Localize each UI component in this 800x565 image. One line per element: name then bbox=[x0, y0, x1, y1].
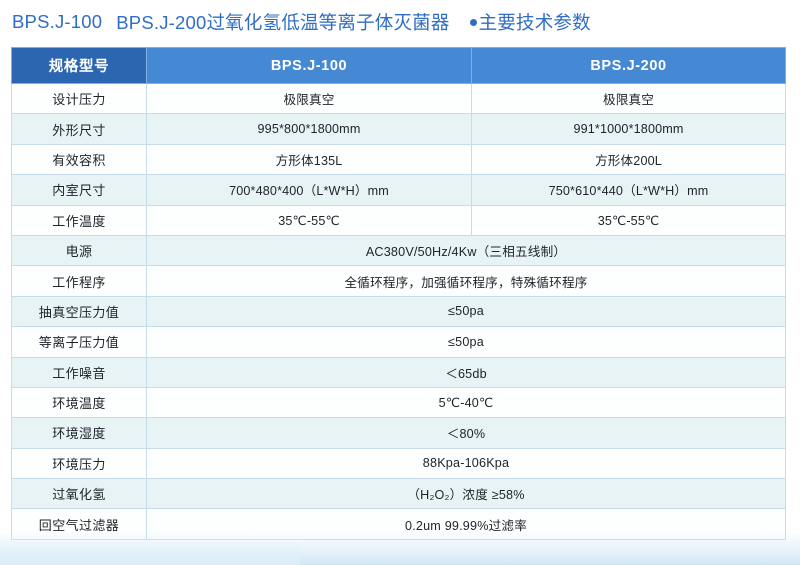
table-row: 回空气过滤器 0.2um 99.99%过滤率 bbox=[11, 508, 786, 540]
row-value-cell-model-a: 35℃-55℃ bbox=[146, 204, 472, 236]
row-value-cell-model-b: 750*610*440（L*W*H）mm bbox=[471, 174, 786, 206]
row-label-cell: 内室尺寸 bbox=[11, 174, 147, 206]
row-value-cell-model-b: 极限真空 bbox=[471, 82, 786, 115]
row-value-cell-model-a: 方形体135L bbox=[146, 143, 472, 176]
bottom-left-gradient-decoration bbox=[0, 539, 300, 565]
row-value-cell-model-b: 991*1000*1800mm bbox=[471, 113, 786, 145]
row-value-cell-model-a: 极限真空 bbox=[146, 82, 472, 115]
spec-table-head: 规格型号 BPS.J-100 BPS.J-200 bbox=[11, 47, 786, 84]
table-row: 电源 AC380V/50Hz/4Kw（三相五线制） bbox=[11, 234, 786, 267]
row-value-cell-merged: ＜65db bbox=[146, 356, 786, 388]
row-label-cell: 等离子压力值 bbox=[11, 326, 147, 358]
table-row: 环境湿度 ＜80% bbox=[11, 417, 786, 449]
row-label-cell: 环境湿度 bbox=[11, 417, 147, 449]
table-row: 过氧化氢 （H₂O₂）浓度 ≥58% bbox=[11, 478, 786, 510]
row-label-cell: 外形尺寸 bbox=[11, 113, 147, 145]
table-row: 外形尺寸 995*800*1800mm 991*1000*1800mm bbox=[11, 113, 786, 145]
row-value-cell-model-b: 35℃-55℃ bbox=[471, 204, 786, 236]
row-value-cell-merged: AC380V/50Hz/4Kw（三相五线制） bbox=[146, 234, 786, 267]
row-value-cell-merged: ＜80% bbox=[146, 417, 786, 449]
row-label-cell: 过氧化氢 bbox=[11, 478, 147, 510]
row-label-cell: 电源 bbox=[11, 234, 147, 267]
table-row: 工作程序 全循环程序，加强循环程序，特殊循环程序 bbox=[11, 265, 786, 297]
title-bullet-group: 主要技术参数 bbox=[469, 9, 591, 35]
table-row: 环境温度 5℃-40℃ bbox=[11, 386, 786, 419]
spec-table-container: 规格型号 BPS.J-100 BPS.J-200 设计压力 极限真空 极限真空 外形尺… bbox=[11, 47, 786, 540]
header-cell-model-b: BPS.J-200 bbox=[471, 47, 786, 84]
row-value-cell-model-a: 700*480*400（L*W*H）mm bbox=[146, 174, 472, 206]
row-label-cell: 环境压力 bbox=[11, 447, 147, 480]
table-row: 内室尺寸 700*480*400（L*W*H）mm 750*610*440（L*W*… bbox=[11, 174, 786, 206]
row-label-cell: 设计压力 bbox=[11, 82, 147, 115]
table-row: 有效容积 方形体135L 方形体200L bbox=[11, 143, 786, 176]
row-label-cell: 工作温度 bbox=[11, 204, 147, 236]
header-cell-spec-model: 规格型号 bbox=[11, 47, 147, 84]
title-model-a: BPS.J-100 bbox=[12, 11, 103, 32]
row-label-cell: 环境温度 bbox=[11, 386, 147, 419]
title-bullet-label: 主要技术参数 bbox=[478, 12, 591, 33]
spec-table: 规格型号 BPS.J-100 BPS.J-200 设计压力 极限真空 极限真空 外形尺… bbox=[11, 47, 786, 540]
row-label-cell: 工作程序 bbox=[11, 265, 147, 297]
table-row: 工作温度 35℃-55℃ 35℃-55℃ bbox=[11, 204, 786, 236]
row-label-cell: 抽真空压力值 bbox=[11, 295, 147, 328]
row-value-cell-merged: 全循环程序，加强循环程序，特殊循环程序 bbox=[146, 265, 786, 297]
table-header-row: 规格型号 BPS.J-100 BPS.J-200 bbox=[11, 47, 786, 84]
title-description: BPS.J-200过氧化氢低温等离子体灭菌器 bbox=[116, 12, 450, 33]
row-label-cell: 回空气过滤器 bbox=[11, 508, 147, 540]
row-label-cell: 有效容积 bbox=[11, 143, 147, 176]
row-value-cell-merged: （H₂O₂）浓度 ≥58% bbox=[146, 478, 786, 510]
table-row: 环境压力 88Kpa-106Kpa bbox=[11, 447, 786, 480]
bullet-dot-icon bbox=[469, 19, 477, 26]
row-value-cell-model-a: 995*800*1800mm bbox=[146, 113, 472, 145]
spec-table-body: 设计压力 极限真空 极限真空 外形尺寸 995*800*1800mm 991*1000*1… bbox=[11, 82, 786, 540]
row-value-cell-merged: ≤50pa bbox=[146, 326, 786, 358]
table-row: 设计压力 极限真空 极限真空 bbox=[11, 82, 786, 115]
row-value-cell-merged: 88Kpa-106Kpa bbox=[146, 447, 786, 480]
header-cell-model-a: BPS.J-100 bbox=[146, 47, 472, 84]
table-row: 工作噪音 ＜65db bbox=[11, 356, 786, 388]
row-label-cell: 工作噪音 bbox=[11, 356, 147, 388]
table-row: 抽真空压力值 ≤50pa bbox=[11, 295, 786, 328]
page-title: BPS.J-100 BPS.J-200过氧化氢低温等离子体灭菌器 主要技术参数 bbox=[12, 8, 788, 36]
table-row: 等离子压力值 ≤50pa bbox=[11, 326, 786, 358]
row-value-cell-model-b: 方形体200L bbox=[471, 143, 786, 176]
row-value-cell-merged: 0.2um 99.99%过滤率 bbox=[146, 508, 786, 540]
row-value-cell-merged: ≤50pa bbox=[146, 295, 786, 328]
row-value-cell-merged: 5℃-40℃ bbox=[146, 386, 786, 419]
